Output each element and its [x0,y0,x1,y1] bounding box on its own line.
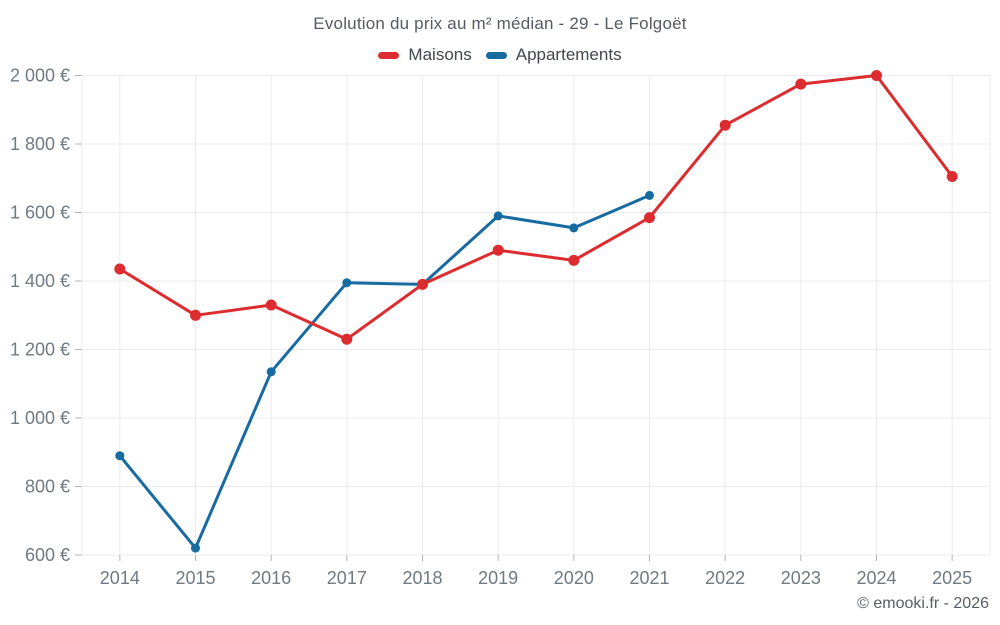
data-point-appartements [493,211,503,221]
series-line-maisons [118,74,954,341]
y-tick-label: 1 800 € [10,134,70,154]
legend-label-maisons: Maisons [408,45,472,64]
legend: Maisons Appartements [0,45,1000,65]
y-tick-label: 1 600 € [10,203,70,223]
copyright: © emooki.fr - 2026 [857,595,989,612]
series-line-appartements [118,193,651,550]
data-point-maisons [946,171,958,182]
data-point-appartements [342,278,352,288]
data-point-appartements [115,451,125,461]
x-tick-label: 2021 [629,568,669,588]
data-point-maisons [568,254,580,266]
y-tick-label: 800 € [25,477,70,497]
data-point-maisons [417,278,428,290]
appartements-series-swatch-icon [485,51,507,59]
maisons-series-swatch-icon [378,51,400,59]
data-point-appartements [645,190,654,200]
x-tick-label: 2019 [478,568,518,588]
x-tick-label: 2016 [251,568,291,588]
x-tick-label: 2017 [327,568,367,588]
data-point-maisons [190,309,201,321]
data-point-maisons [265,299,277,311]
legend-item-maisons[interactable]: Maisons [378,45,472,65]
data-point-maisons [492,244,504,256]
y-tick-label: 1 000 € [10,408,70,428]
legend-item-appartements[interactable]: Appartements [485,45,622,65]
data-point-appartements [266,367,276,377]
y-tick-label: 600 € [25,545,70,565]
y-tick-label: 1 200 € [10,340,70,360]
x-tick-label: 2018 [402,568,442,588]
data-point-maisons [871,70,882,81]
data-point-maisons [719,119,731,131]
x-tick-label: 2024 [856,568,896,588]
x-tick-label: 2015 [175,568,215,588]
data-point-maisons [114,263,126,275]
x-tick-label: 2022 [705,568,745,588]
chart-title: Evolution du prix au m² médian - 29 - Le… [313,14,687,33]
x-tick-label: 2023 [781,568,821,588]
data-point-maisons [341,333,353,345]
y-tick-label: 2 000 € [10,66,70,86]
x-tick-label: 2014 [100,568,140,588]
y-tick-label: 1 400 € [10,271,70,291]
data-point-maisons [644,212,655,224]
x-tick-label: 2020 [554,568,594,588]
data-point-appartements [569,223,579,233]
data-point-maisons [795,78,807,90]
data-point-appartements [191,543,200,553]
legend-label-appartements: Appartements [515,45,622,64]
x-tick-label: 2025 [932,568,972,588]
